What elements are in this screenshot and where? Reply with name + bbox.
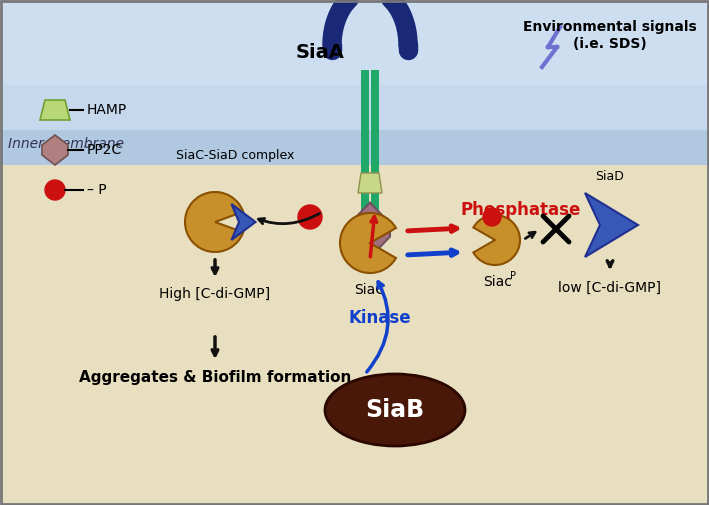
- Circle shape: [483, 208, 501, 226]
- Text: Aggregates & Biofilm formation: Aggregates & Biofilm formation: [79, 370, 351, 385]
- Text: High [C-di-GMP]: High [C-di-GMP]: [160, 287, 271, 301]
- Polygon shape: [42, 135, 68, 165]
- Text: P: P: [510, 271, 516, 281]
- Polygon shape: [0, 130, 709, 165]
- Text: PP2C: PP2C: [87, 143, 122, 157]
- Text: HAMP: HAMP: [87, 103, 127, 117]
- Polygon shape: [585, 193, 638, 257]
- Text: Inner membrane: Inner membrane: [8, 137, 124, 152]
- Wedge shape: [185, 192, 243, 252]
- Text: SiaA: SiaA: [296, 42, 345, 62]
- Polygon shape: [0, 0, 709, 130]
- Polygon shape: [0, 0, 709, 85]
- Text: SiaB: SiaB: [365, 398, 425, 422]
- Text: Kinase: Kinase: [349, 309, 411, 327]
- Text: SiaC-SiaD complex: SiaC-SiaD complex: [176, 149, 294, 162]
- Polygon shape: [350, 203, 390, 258]
- Text: – P: – P: [87, 183, 106, 197]
- Text: SiaC: SiaC: [354, 283, 386, 297]
- Text: SiaD: SiaD: [596, 170, 625, 183]
- Wedge shape: [340, 213, 396, 273]
- Text: Phosphatase: Phosphatase: [460, 201, 581, 219]
- Text: Siac: Siac: [484, 275, 513, 289]
- Polygon shape: [361, 70, 369, 220]
- Circle shape: [45, 180, 65, 200]
- Text: low [C-di-GMP]: low [C-di-GMP]: [559, 281, 661, 295]
- Polygon shape: [0, 165, 709, 505]
- Text: Environmental signals
(i.e. SDS): Environmental signals (i.e. SDS): [523, 20, 697, 52]
- Ellipse shape: [325, 374, 465, 446]
- Polygon shape: [232, 204, 255, 240]
- Polygon shape: [371, 70, 379, 220]
- Polygon shape: [40, 100, 70, 120]
- Polygon shape: [358, 173, 382, 193]
- Wedge shape: [474, 215, 520, 265]
- Circle shape: [298, 205, 322, 229]
